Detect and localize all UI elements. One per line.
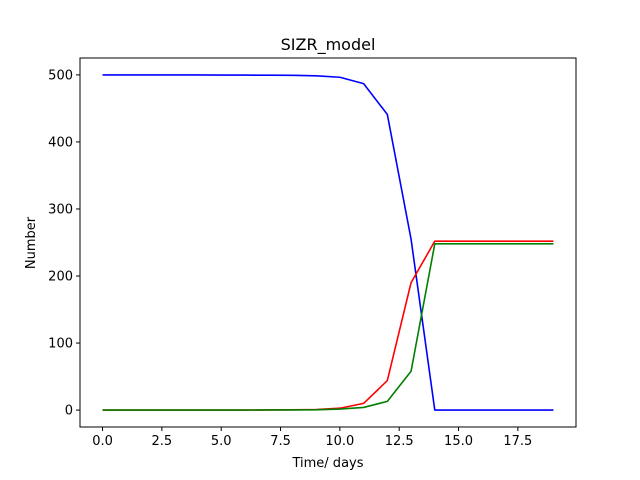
x-axis-ticks: 0.0 2.5 5.0 7.5 10.0 12.5 15.0 17.5 [92, 427, 532, 449]
series-line-2 [102, 243, 554, 411]
chart-title: SIZR_model [281, 35, 376, 55]
x-axis-label: Time/ days [291, 456, 363, 471]
series-line-1 [102, 240, 554, 411]
y-axis-ticks: 0 100 200 300 400 500 [48, 68, 80, 419]
y-tick-label: 400 [48, 135, 73, 150]
y-tick-label: 300 [48, 202, 73, 217]
x-tick-label: 15.0 [444, 434, 473, 449]
y-tick-label: 500 [48, 68, 73, 83]
x-tick-label: 2.5 [152, 434, 173, 449]
y-tick-label: 200 [48, 270, 73, 285]
x-tick-label: 12.5 [385, 434, 414, 449]
x-tick-label: 0.0 [92, 434, 113, 449]
x-tick-label: 17.5 [503, 434, 532, 449]
y-tick-label: 100 [48, 337, 73, 352]
x-tick-label: 10.0 [325, 434, 354, 449]
series-lines [102, 74, 554, 411]
axes-frame [79, 57, 577, 428]
y-tick-label: 0 [65, 404, 73, 419]
series-line-0 [102, 74, 554, 411]
y-axis-label: Number [24, 216, 39, 269]
x-tick-label: 5.0 [211, 434, 232, 449]
x-tick-label: 7.5 [270, 434, 291, 449]
